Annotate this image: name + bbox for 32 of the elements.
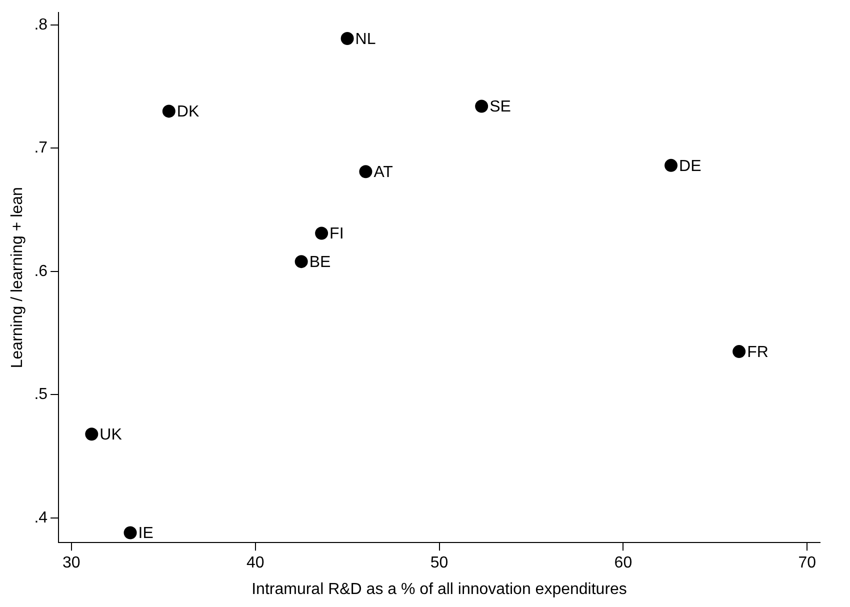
point <box>315 226 328 240</box>
point <box>162 104 176 118</box>
point <box>340 32 354 45</box>
point <box>475 100 488 113</box>
y-tick-label: .7 <box>34 140 48 157</box>
y-axis-title: Learning / learning + lean <box>9 187 26 368</box>
y-tick-label: .8 <box>34 16 48 34</box>
x-tick-label: 50 <box>430 554 448 572</box>
series-label: FI <box>330 226 344 243</box>
x-axis-title: Intramural R&D as a % of all innovation expenditures <box>252 580 627 598</box>
y-tick-label: .4 <box>34 509 48 526</box>
series-label: FR <box>747 344 768 361</box>
series-label: AT <box>374 164 394 182</box>
point <box>732 345 746 358</box>
series-label: IE <box>138 525 154 542</box>
y-tick-label: .6 <box>34 262 48 280</box>
series-label: SE <box>490 98 511 116</box>
point <box>359 165 372 178</box>
x-tick-label: 70 <box>798 554 816 572</box>
series-label: UK <box>100 426 122 444</box>
point <box>294 255 308 268</box>
point <box>85 428 98 441</box>
x-tick-label: 60 <box>614 554 632 572</box>
series-label: DE <box>679 158 702 175</box>
series-label: DK <box>176 104 200 121</box>
series-label: NL <box>355 30 376 48</box>
series-label: BE <box>309 254 331 271</box>
point <box>664 158 678 172</box>
x-tick-label: 30 <box>62 554 80 572</box>
y-tick-label: .5 <box>34 386 48 404</box>
point <box>124 526 137 540</box>
x-tick-label: 40 <box>246 554 264 572</box>
